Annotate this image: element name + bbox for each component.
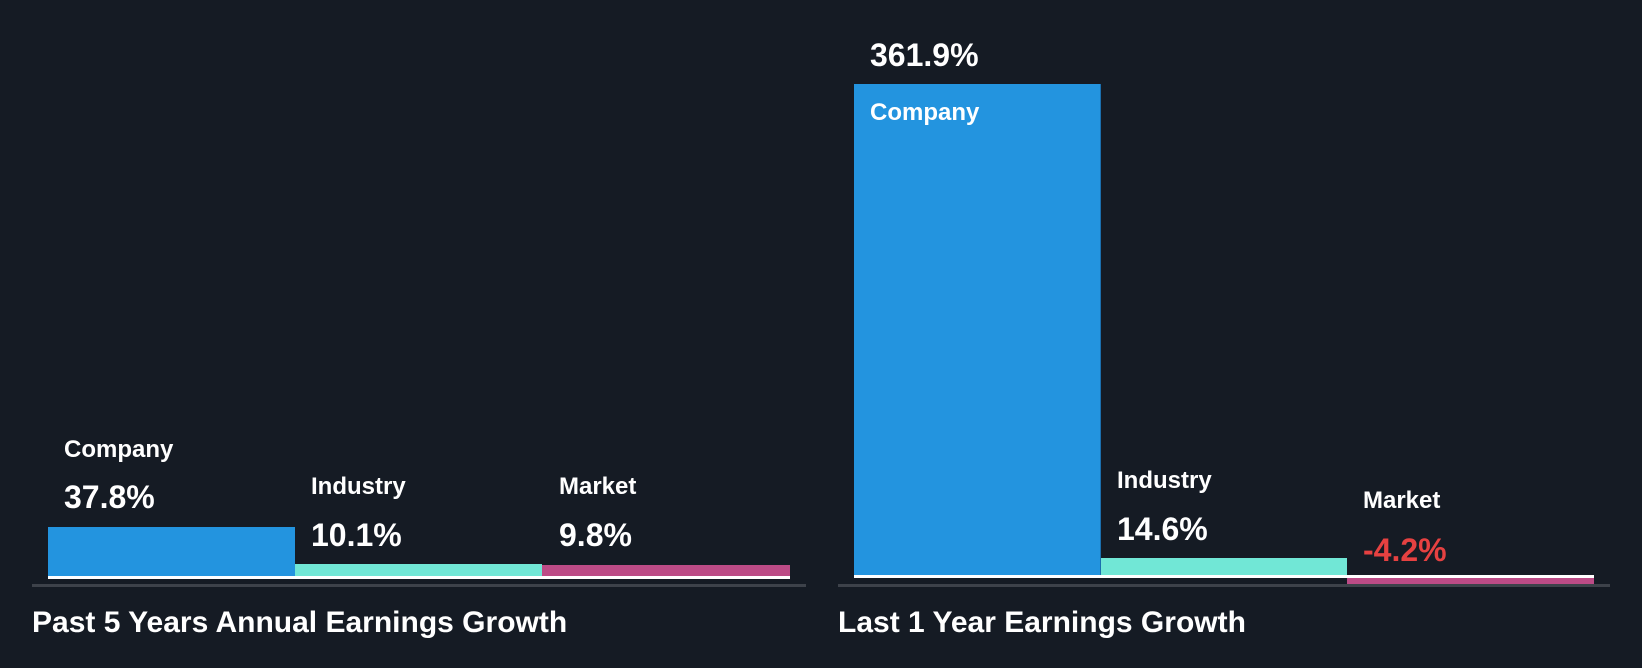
zero-line <box>854 575 1594 578</box>
value-market: 9.8% <box>559 517 632 553</box>
bar-industry <box>1101 558 1347 576</box>
x-axis-line <box>32 584 806 587</box>
label-company: Company <box>870 99 980 126</box>
bar-market <box>542 565 790 576</box>
label-market: Market <box>559 473 637 500</box>
value-company: 361.9% <box>870 37 979 73</box>
value-industry: 14.6% <box>1117 511 1208 547</box>
x-axis-line <box>838 584 1610 587</box>
bar-company <box>854 84 1101 576</box>
bar-market <box>1347 578 1594 585</box>
value-market: -4.2% <box>1363 532 1447 568</box>
label-company: Company <box>64 436 174 463</box>
chart-title: Last 1 Year Earnings Growth <box>838 606 1246 639</box>
label-industry: Industry <box>1117 467 1212 494</box>
bar-industry <box>295 564 542 576</box>
value-company: 37.8% <box>64 479 155 515</box>
label-industry: Industry <box>311 473 406 500</box>
zero-line <box>48 576 790 579</box>
value-industry: 10.1% <box>311 517 402 553</box>
chart-title: Past 5 Years Annual Earnings Growth <box>32 606 568 639</box>
bar-company <box>48 527 295 576</box>
label-market: Market <box>1363 487 1441 514</box>
